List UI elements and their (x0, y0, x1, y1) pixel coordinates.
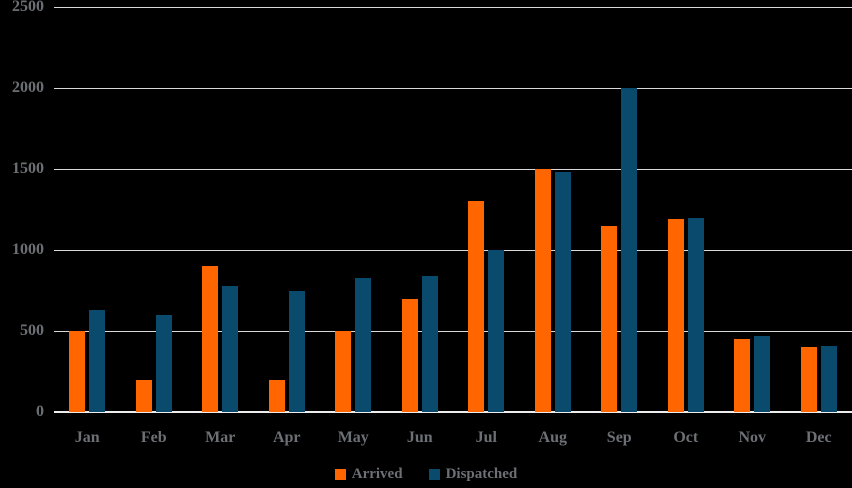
gridline-2000 (54, 88, 852, 89)
y-axis-tick-label: 1500 (12, 160, 44, 177)
bar-arrived-nov (734, 339, 751, 412)
x-axis-tick-label-dec: Dec (805, 429, 832, 446)
bar-dispatched-aug (554, 172, 571, 412)
bar-dispatched-sep (621, 88, 638, 412)
gridline-1000 (54, 250, 852, 251)
y-axis-tick-label: 2000 (12, 79, 44, 96)
legend-swatch-icon (334, 468, 346, 480)
bar-arrived-feb (135, 379, 152, 412)
x-axis-tick-label-aug: Aug (538, 429, 567, 446)
x-axis-tick-label-oct: Oct (673, 429, 699, 446)
y-axis-tick-label: 0 (36, 403, 44, 420)
bar-arrived-aug (534, 169, 551, 412)
bar-arrived-mar (202, 266, 219, 412)
y-axis-tick-label: 2500 (12, 0, 44, 15)
bar-dispatched-nov (754, 335, 771, 412)
bar-dispatched-jan (89, 309, 106, 412)
x-axis-tick-label-jan: Jan (74, 429, 100, 446)
bar-dispatched-jun (421, 275, 438, 412)
bar-arrived-oct (667, 219, 684, 412)
bar-arrived-jul (468, 201, 485, 412)
gridline-1500 (54, 169, 852, 170)
x-axis-tick-label-apr: Apr (272, 429, 301, 446)
bar-dispatched-jul (488, 250, 505, 412)
gridline-500 (54, 331, 852, 332)
bar-dispatched-apr (288, 290, 305, 412)
bar-dispatched-feb (155, 314, 172, 412)
legend-label: Arrived (351, 466, 403, 482)
bar-dispatched-may (355, 277, 372, 412)
legend-swatch-icon (428, 468, 440, 480)
x-axis-tick-label-mar: Mar (205, 429, 236, 446)
x-axis-tick-label-feb: Feb (140, 429, 167, 446)
bar-arrived-apr (268, 379, 285, 412)
bar-dispatched-mar (222, 285, 239, 412)
bar-arrived-dec (800, 347, 817, 412)
bar-arrived-sep (601, 225, 618, 412)
legend-item-arrived: Arrived (334, 466, 403, 482)
bar-dispatched-oct (687, 217, 704, 412)
bar-dispatched-dec (820, 345, 837, 412)
x-axis-tick-label-jun: Jun (406, 429, 433, 446)
x-axis-tick-label-jul: Jul (475, 429, 497, 446)
x-axis-tick-label-may: May (337, 429, 369, 446)
legend: Arrived Dispatched (0, 466, 852, 482)
x-axis-tick-label-sep: Sep (606, 429, 632, 446)
x-axis-line (54, 411, 852, 413)
y-axis-tick-label: 500 (20, 322, 44, 339)
gridline-2500 (54, 7, 852, 8)
x-axis-tick-label-nov: Nov (738, 429, 767, 446)
bar-arrived-jan (69, 331, 86, 412)
legend-label: Dispatched (445, 466, 518, 482)
bar-arrived-jun (401, 298, 418, 412)
legend-item-dispatched: Dispatched (428, 466, 518, 482)
bar-arrived-may (335, 331, 352, 412)
y-axis-tick-label: 1000 (12, 241, 44, 258)
